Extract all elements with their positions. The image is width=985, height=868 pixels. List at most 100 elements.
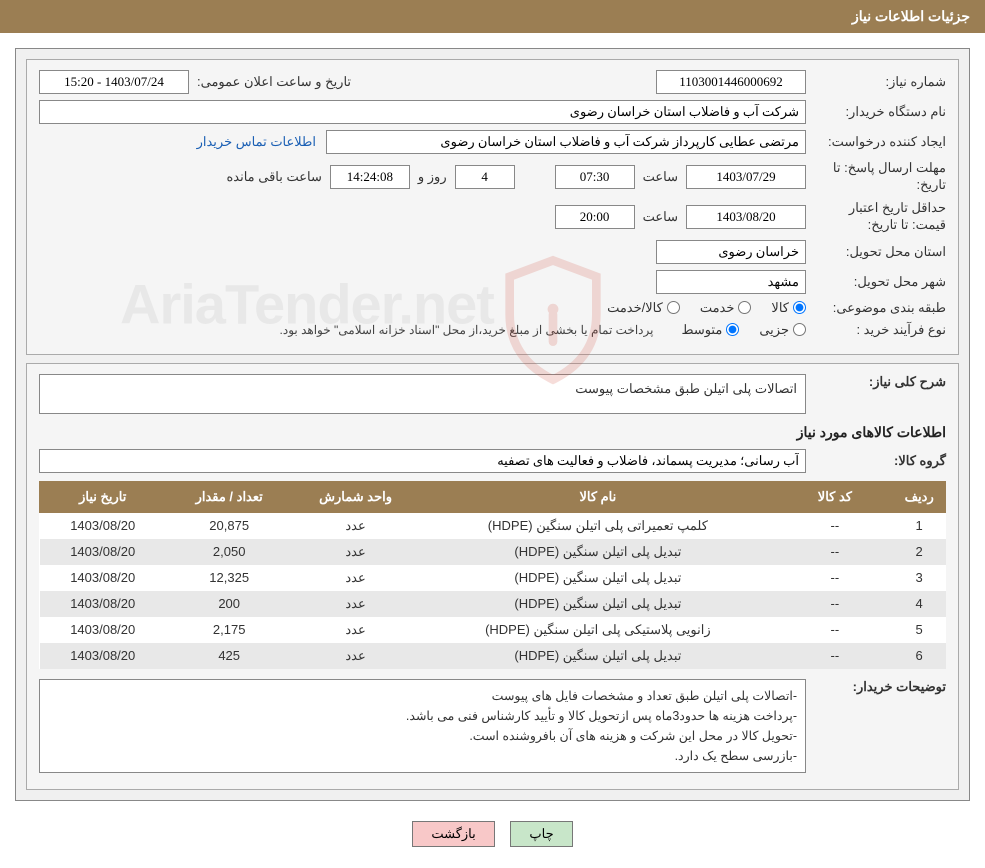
deadline-time-label: ساعت	[635, 169, 686, 185]
back-button[interactable]: بازگشت	[412, 821, 494, 847]
table-cell-date: 1403/08/20	[40, 617, 166, 643]
table-cell-qty: 12,325	[166, 565, 292, 591]
radio-medium[interactable]: متوسط	[681, 322, 739, 338]
remain-time-field[interactable]	[330, 165, 410, 189]
page-title-bar: جزئیات اطلاعات نیاز	[0, 0, 985, 33]
form-section: شماره نیاز: تاریخ و ساعت اعلان عمومی: نا…	[26, 59, 959, 355]
table-row: 3--تبدیل پلی اتیلن سنگین (HDPE)عدد12,325…	[40, 565, 946, 591]
buyer-org-field[interactable]	[39, 100, 806, 124]
table-row: 5--زانویی پلاستیکی پلی اتیلن سنگین (HDPE…	[40, 617, 946, 643]
table-cell-idx: 2	[893, 539, 946, 565]
table-row: 4--تبدیل پلی اتیلن سنگین (HDPE)عدد200140…	[40, 591, 946, 617]
table-cell-code: --	[777, 539, 893, 565]
table-cell-idx: 4	[893, 591, 946, 617]
need-number-field[interactable]	[656, 70, 806, 94]
goods-info-title: اطلاعات کالاهای مورد نیاز	[39, 424, 946, 441]
province-label: استان محل تحویل:	[806, 244, 946, 260]
table-cell-unit: عدد	[292, 591, 418, 617]
remain-suffix: ساعت باقی مانده	[218, 169, 329, 185]
table-cell-name: تبدیل پلی اتیلن سنگین (HDPE)	[419, 565, 777, 591]
validity-time-label: ساعت	[635, 209, 686, 225]
group-field[interactable]	[39, 449, 806, 473]
table-cell-date: 1403/08/20	[40, 512, 166, 539]
main-container: شماره نیاز: تاریخ و ساعت اعلان عمومی: نا…	[15, 48, 970, 801]
th-code: کد کالا	[777, 481, 893, 512]
process-label: نوع فرآیند خرید :	[806, 322, 946, 338]
table-cell-unit: عدد	[292, 565, 418, 591]
buyer-org-label: نام دستگاه خریدار:	[806, 104, 946, 120]
goods-table-wrap: ردیف کد کالا نام کالا واحد شمارش تعداد /…	[39, 481, 946, 669]
th-date: تاریخ نیاز	[40, 481, 166, 512]
table-cell-code: --	[777, 643, 893, 669]
radio-goods-service[interactable]: کالا/خدمت	[607, 300, 680, 316]
city-label: شهر محل تحویل:	[806, 274, 946, 290]
buyer-note-line: -اتصالات پلی اتیلن طبق تعداد و مشخصات فا…	[48, 686, 797, 706]
goods-table: ردیف کد کالا نام کالا واحد شمارش تعداد /…	[39, 481, 946, 669]
announce-field[interactable]	[39, 70, 189, 94]
table-cell-name: کلمپ تعمیراتی پلی اتیلن سنگین (HDPE)	[419, 512, 777, 539]
province-field[interactable]	[656, 240, 806, 264]
radio-goods[interactable]: کالا	[771, 300, 806, 316]
table-cell-date: 1403/08/20	[40, 591, 166, 617]
overall-desc: اتصالات پلی اتیلن طبق مشخصات پیوست	[39, 374, 806, 414]
radio-partial[interactable]: جزیی	[759, 322, 806, 338]
details-section: شرح کلی نیاز: اتصالات پلی اتیلن طبق مشخص…	[26, 363, 959, 790]
requester-label: ایجاد کننده درخواست:	[806, 134, 946, 150]
table-cell-qty: 425	[166, 643, 292, 669]
days-field[interactable]	[455, 165, 515, 189]
table-cell-idx: 6	[893, 643, 946, 669]
radio-service[interactable]: خدمت	[700, 300, 752, 316]
contact-link[interactable]: اطلاعات تماس خریدار	[197, 134, 326, 150]
category-label: طبقه بندی موضوعی:	[806, 300, 946, 316]
table-cell-idx: 1	[893, 512, 946, 539]
th-name: نام کالا	[419, 481, 777, 512]
buyer-note-line: -بازرسی سطح یک دارد.	[48, 746, 797, 766]
deadline-date-field[interactable]	[686, 165, 806, 189]
deadline-label: مهلت ارسال پاسخ: تا تاریخ:	[806, 160, 946, 194]
process-note: پرداخت تمام یا بخشی از مبلغ خرید،از محل …	[280, 323, 654, 337]
th-qty: تعداد / مقدار	[166, 481, 292, 512]
buyer-note-line: -تحویل کالا در محل این شرکت و هزینه های …	[48, 726, 797, 746]
table-cell-qty: 200	[166, 591, 292, 617]
th-unit: واحد شمارش	[292, 481, 418, 512]
page-title: جزئیات اطلاعات نیاز	[852, 8, 970, 24]
overall-label: شرح کلی نیاز:	[806, 374, 946, 390]
table-cell-date: 1403/08/20	[40, 643, 166, 669]
city-field[interactable]	[656, 270, 806, 294]
days-and-label: روز و	[410, 169, 455, 185]
print-button[interactable]: چاپ	[510, 821, 572, 847]
footer-buttons: چاپ بازگشت	[0, 811, 985, 862]
table-cell-name: زانویی پلاستیکی پلی اتیلن سنگین (HDPE)	[419, 617, 777, 643]
table-cell-unit: عدد	[292, 512, 418, 539]
validity-time-field[interactable]	[555, 205, 635, 229]
table-cell-date: 1403/08/20	[40, 565, 166, 591]
table-cell-qty: 2,050	[166, 539, 292, 565]
table-cell-unit: عدد	[292, 539, 418, 565]
group-label: گروه کالا:	[806, 453, 946, 469]
table-cell-name: تبدیل پلی اتیلن سنگین (HDPE)	[419, 643, 777, 669]
table-cell-name: تبدیل پلی اتیلن سنگین (HDPE)	[419, 591, 777, 617]
table-cell-unit: عدد	[292, 617, 418, 643]
need-number-label: شماره نیاز:	[806, 74, 946, 90]
table-cell-unit: عدد	[292, 643, 418, 669]
table-cell-idx: 3	[893, 565, 946, 591]
validity-label: حداقل تاریخ اعتبار قیمت: تا تاریخ:	[806, 200, 946, 234]
buyer-note-line: -پرداخت هزینه ها حدود3ماه پس ازتحویل کال…	[48, 706, 797, 726]
table-cell-qty: 2,175	[166, 617, 292, 643]
requester-field[interactable]	[326, 130, 806, 154]
table-cell-code: --	[777, 512, 893, 539]
table-cell-date: 1403/08/20	[40, 539, 166, 565]
table-row: 2--تبدیل پلی اتیلن سنگین (HDPE)عدد2,0501…	[40, 539, 946, 565]
table-row: 1--کلمپ تعمیراتی پلی اتیلن سنگین (HDPE)ع…	[40, 512, 946, 539]
validity-date-field[interactable]	[686, 205, 806, 229]
announce-label: تاریخ و ساعت اعلان عمومی:	[189, 74, 359, 90]
buyer-notes-label: توضیحات خریدار:	[806, 679, 946, 695]
table-cell-code: --	[777, 565, 893, 591]
table-cell-code: --	[777, 591, 893, 617]
table-row: 6--تبدیل پلی اتیلن سنگین (HDPE)عدد425140…	[40, 643, 946, 669]
table-cell-qty: 20,875	[166, 512, 292, 539]
table-cell-code: --	[777, 617, 893, 643]
deadline-time-field[interactable]	[555, 165, 635, 189]
table-cell-idx: 5	[893, 617, 946, 643]
buyer-notes-box: -اتصالات پلی اتیلن طبق تعداد و مشخصات فا…	[39, 679, 806, 773]
